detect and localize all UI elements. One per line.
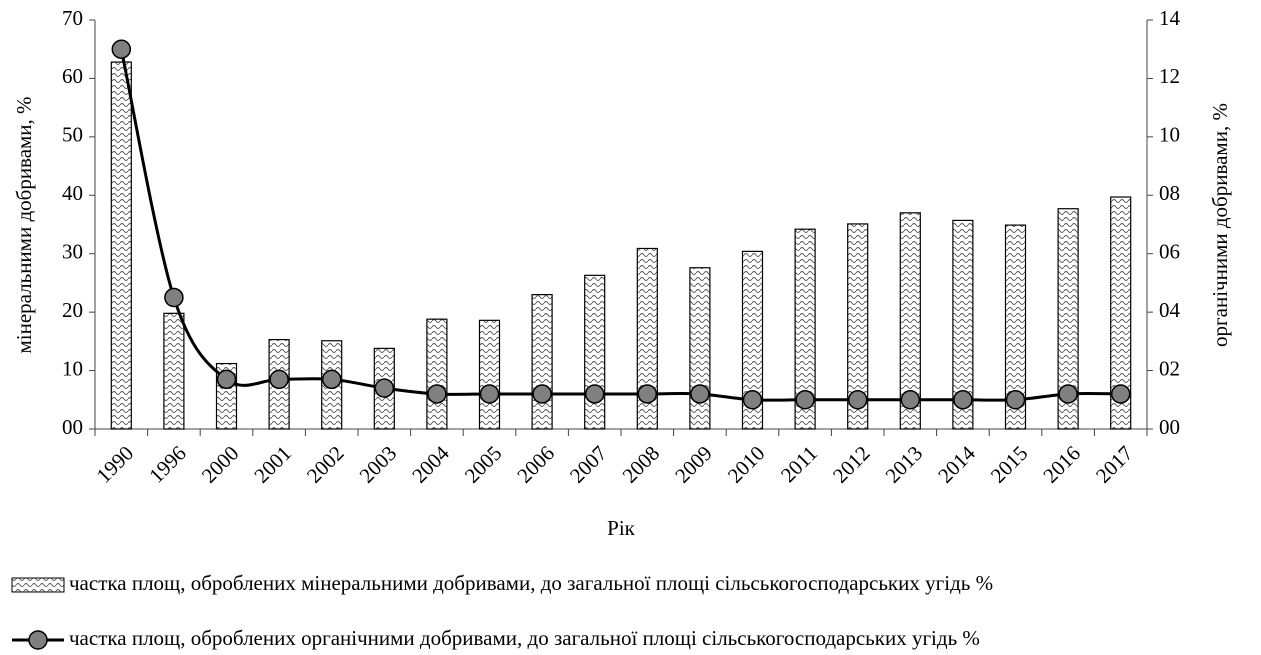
marker [111, 39, 132, 59]
bar [1004, 224, 1027, 430]
bar [741, 250, 764, 430]
x-tick-label: 2000 [197, 441, 244, 488]
bar [110, 61, 132, 430]
x-tick-label: 2002 [302, 441, 349, 488]
x-tick-label: 2016 [1038, 441, 1085, 488]
bar [689, 267, 711, 430]
bar [1057, 208, 1079, 430]
y2-tick-label: 14 [1159, 6, 1181, 30]
bar [847, 223, 869, 430]
y-tick-label: 60 [62, 64, 83, 88]
y-tick-label: 70 [62, 6, 83, 30]
bar [584, 274, 606, 430]
marker [690, 384, 710, 404]
marker [1058, 384, 1078, 404]
x-tick-label: 2009 [670, 441, 717, 488]
marker [1110, 384, 1131, 404]
marker [269, 369, 289, 390]
x-tick-label: 2004 [407, 441, 454, 488]
y2-tick-label: 12 [1159, 64, 1180, 88]
x-tick-label: 2011 [776, 441, 822, 487]
y2-tick-label: 00 [1159, 415, 1180, 439]
marker [216, 369, 237, 390]
y-tick-label: 50 [62, 123, 83, 147]
y-tick-label: 00 [62, 415, 83, 439]
x-tick-label: 1996 [144, 441, 191, 488]
marker [532, 384, 552, 404]
x-axis-label: Рік [607, 516, 636, 540]
marker [953, 390, 973, 410]
x-tick-label: 2007 [565, 441, 612, 488]
marker [479, 384, 500, 404]
y-tick-label: 40 [62, 181, 83, 205]
x-tick-label: 2003 [355, 441, 402, 488]
x-tick-label: 2005 [460, 441, 507, 488]
bar [163, 312, 185, 430]
y2-tick-label: 02 [1159, 356, 1180, 380]
bar [899, 212, 921, 430]
marker [584, 384, 605, 404]
marker [164, 287, 184, 308]
bar [794, 228, 816, 430]
bar [478, 319, 501, 430]
legend-label: частка площ, оброблених мінеральними доб… [69, 571, 993, 595]
x-tick-label: 2015 [986, 441, 1033, 488]
bar [1110, 196, 1132, 430]
marker [847, 390, 868, 410]
bar [426, 318, 448, 430]
y2-tick-label: 06 [1159, 240, 1180, 264]
marker [900, 390, 921, 410]
marker [742, 390, 763, 410]
x-tick-label: 2012 [828, 441, 875, 488]
y2-tick-label: 04 [1159, 298, 1181, 322]
bar [952, 219, 974, 430]
legend-marker [28, 630, 48, 650]
legend-label: частка площ, оброблених органічними добр… [69, 626, 980, 650]
x-tick-label: 2006 [512, 441, 559, 488]
y-tick-label: 30 [62, 240, 83, 264]
x-tick-label: 2014 [933, 441, 980, 488]
y-tick-label: 20 [62, 298, 83, 322]
x-tick-label: 2010 [723, 441, 770, 488]
marker [321, 369, 342, 390]
x-tick-label: 2008 [618, 441, 665, 488]
marker [795, 390, 815, 410]
y-tick-label: 10 [62, 356, 83, 380]
x-tick-label: 2001 [249, 441, 296, 488]
y-axis-label: мінеральними добривами, % [12, 96, 36, 353]
marker [637, 384, 658, 404]
bar [531, 294, 553, 430]
y2-tick-label: 10 [1159, 123, 1180, 147]
legend-swatch [11, 577, 65, 593]
marker [1005, 390, 1026, 410]
bar [636, 247, 658, 430]
x-tick-label: 1990 [92, 441, 139, 488]
marker [427, 384, 447, 404]
y2-tick-label: 08 [1159, 181, 1180, 205]
marker [374, 378, 395, 398]
y2-axis-label: органічними добривами, % [1208, 103, 1232, 347]
x-tick-label: 2017 [1091, 441, 1138, 488]
x-tick-label: 2013 [881, 441, 928, 488]
